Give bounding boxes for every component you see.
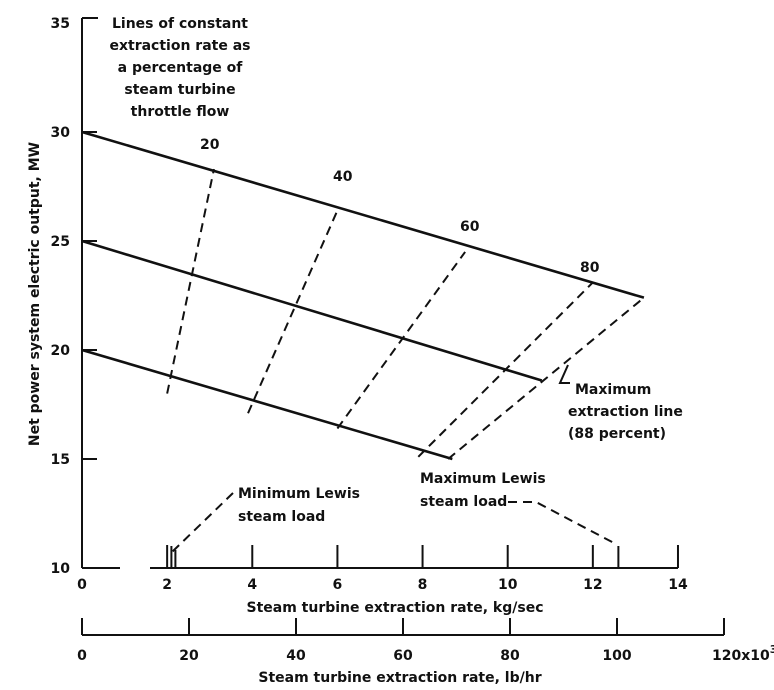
min-lewis-note: Minimum Lewis steam load <box>238 486 360 525</box>
x2-tick-label: 0 <box>77 648 87 664</box>
x2-tick-label: 60 <box>393 648 413 664</box>
solid-line-3 <box>81 348 453 461</box>
note-line: Minimum Lewis <box>238 486 360 502</box>
x-axis-title: Steam turbine extraction rate, kg/sec <box>246 600 543 616</box>
max-extraction-line <box>447 296 645 460</box>
note-line: steam load <box>238 509 325 525</box>
dashed-line-20 <box>166 168 215 394</box>
x-tick-label: 4 <box>247 577 257 593</box>
y-tick-label: 10 <box>51 561 71 577</box>
x2-ticks: 0 20 40 60 80 100 120x103 <box>77 618 774 664</box>
y-tick-label: 25 <box>51 234 70 250</box>
note-line: Lines of constant <box>112 16 248 32</box>
note-line: extraction line <box>568 404 683 420</box>
max-lewis-note: Maximum Lewis steam load <box>420 471 546 510</box>
curve-label-80: 80 <box>580 260 600 276</box>
x-tick-label: 14 <box>668 577 688 593</box>
note-line: steam turbine <box>124 82 235 98</box>
x-tick-label: 8 <box>418 577 428 593</box>
x2-exponent: 3 <box>770 643 774 656</box>
x-tick-label: 2 <box>162 577 172 593</box>
dashed-line-80 <box>417 281 594 458</box>
y-tick-label: 30 <box>51 125 71 141</box>
x-ticks: 0 2 4 6 8 10 12 14 <box>77 545 688 593</box>
min-lewis-leader <box>171 492 234 553</box>
x-tick-label: 0 <box>77 577 87 593</box>
series-group <box>81 130 645 461</box>
y-tick-label: 35 <box>51 16 70 32</box>
y-tick-label: 20 <box>51 343 71 359</box>
dashed-line-60 <box>336 251 466 430</box>
lewis-markers <box>170 546 620 568</box>
note-line: Maximum <box>575 382 651 398</box>
x2-tick-label: 80 <box>500 648 520 664</box>
x2-tick-label: 20 <box>179 648 199 664</box>
note-line: steam load <box>420 494 507 510</box>
solid-line-2 <box>81 239 543 382</box>
curve-label-60: 60 <box>460 219 480 235</box>
dashed-line-40 <box>247 210 339 414</box>
x-tick-label: 10 <box>498 577 518 593</box>
x2-axis-title: Steam turbine extraction rate, lb/hr <box>258 670 541 686</box>
y-tick-label: 15 <box>51 452 70 468</box>
max-extraction-leader <box>558 364 570 384</box>
x-tick-label: 12 <box>583 577 602 593</box>
y-axis-title: Net power system electric output, MW <box>27 142 43 446</box>
x-tick-label: 6 <box>333 577 343 593</box>
x2-tick-label: 120x103 <box>712 643 774 664</box>
constant-lines-note: Lines of constant extraction rate as a p… <box>109 16 250 120</box>
x2-tick-label: 40 <box>286 648 306 664</box>
curve-label-20: 20 <box>200 137 220 153</box>
note-line: Maximum Lewis <box>420 471 546 487</box>
axes: 10 15 20 25 30 35 0 2 4 6 8 10 12 14 0 20 40 60 80 100 120… <box>51 16 774 664</box>
max-lewis-leader <box>508 501 615 544</box>
note-line: extraction rate as <box>109 38 250 54</box>
max-extraction-note: Maximum extraction line (88 percent) <box>568 382 683 442</box>
x2-tick-label: 100 <box>602 648 631 664</box>
note-line: (88 percent) <box>568 426 666 442</box>
y-ticks: 10 15 20 25 30 35 <box>51 16 97 577</box>
note-line: a percentage of <box>118 60 244 76</box>
curve-label-40: 40 <box>333 169 353 185</box>
note-line: throttle flow <box>131 104 230 120</box>
solid-line-1 <box>81 130 645 299</box>
